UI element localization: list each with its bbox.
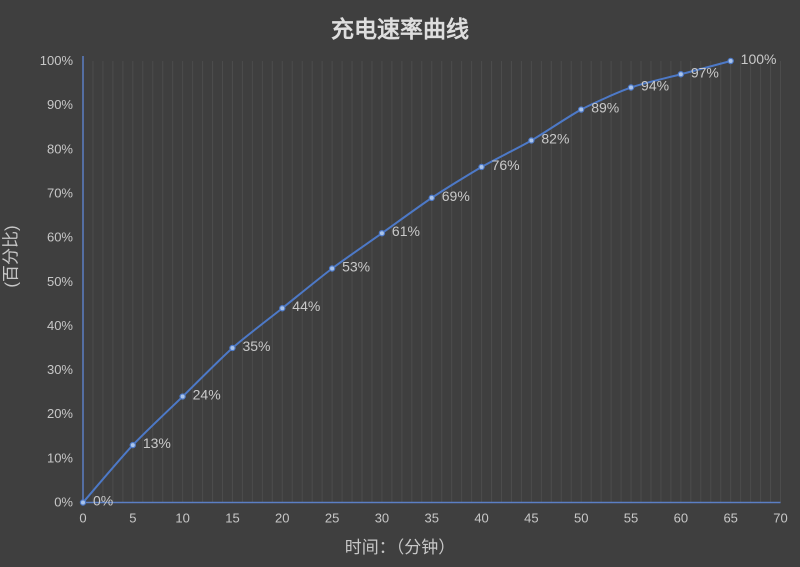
svg-text:35%: 35% [242, 338, 270, 354]
svg-text:55: 55 [624, 511, 638, 526]
svg-text:10: 10 [175, 511, 189, 526]
svg-text:61%: 61% [392, 223, 420, 239]
svg-text:0%: 0% [54, 495, 73, 510]
svg-text:20%: 20% [47, 406, 73, 421]
svg-text:20: 20 [275, 511, 289, 526]
svg-text:90%: 90% [47, 97, 73, 112]
svg-text:10%: 10% [47, 450, 73, 465]
svg-text:5: 5 [129, 511, 136, 526]
svg-text:97%: 97% [691, 64, 719, 80]
svg-text:100%: 100% [741, 51, 777, 67]
svg-text:89%: 89% [591, 100, 619, 116]
svg-text:53%: 53% [342, 259, 370, 275]
svg-text:40: 40 [474, 511, 488, 526]
svg-text:25: 25 [325, 511, 339, 526]
svg-text:30%: 30% [47, 362, 73, 377]
svg-text:60%: 60% [47, 230, 73, 245]
svg-text:100%: 100% [40, 53, 74, 68]
svg-text:40%: 40% [47, 318, 73, 333]
svg-text:70%: 70% [47, 185, 73, 200]
svg-text:30: 30 [375, 511, 389, 526]
svg-text:69%: 69% [442, 188, 470, 204]
svg-text:65: 65 [723, 511, 737, 526]
svg-text:94%: 94% [641, 77, 669, 93]
svg-text:0%: 0% [93, 493, 113, 509]
svg-text:13%: 13% [143, 435, 171, 451]
svg-text:0: 0 [79, 511, 86, 526]
svg-text:15: 15 [225, 511, 239, 526]
svg-text:70: 70 [773, 511, 787, 526]
svg-text:82%: 82% [541, 130, 569, 146]
svg-text:45: 45 [524, 511, 538, 526]
svg-text:50: 50 [574, 511, 588, 526]
svg-text:44%: 44% [292, 298, 320, 314]
svg-text:24%: 24% [193, 387, 221, 403]
svg-text:76%: 76% [492, 157, 520, 173]
svg-text:50%: 50% [47, 274, 73, 289]
svg-text:80%: 80% [47, 141, 73, 156]
svg-text:35: 35 [425, 511, 439, 526]
svg-text:60: 60 [674, 511, 688, 526]
